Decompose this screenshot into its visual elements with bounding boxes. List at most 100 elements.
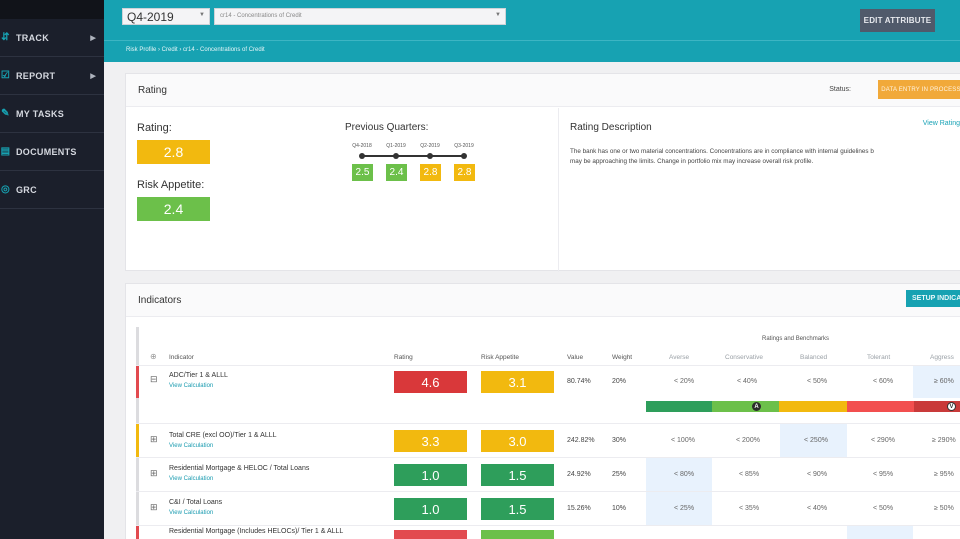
averse-cell: < 100% xyxy=(671,437,695,444)
grc-icon: ◎ xyxy=(0,184,11,195)
sidebar-item-track[interactable]: ⇵ TRACK ▶ xyxy=(0,19,104,57)
weight-cell: 10% xyxy=(612,505,627,512)
value-cell: 15.26% xyxy=(567,505,591,512)
column-header-aggressive: Aggress xyxy=(930,354,954,361)
track-icon: ⇵ xyxy=(1,32,10,43)
view-calculation-link[interactable]: View Calculation xyxy=(169,510,214,516)
timeline-dot xyxy=(461,153,467,159)
indicators-panel-header: Indicators SETUP INDICA xyxy=(126,284,960,317)
sidebar-item-label: MY TASKS xyxy=(16,108,65,119)
cell-highlight xyxy=(646,492,712,526)
setup-indicators-button[interactable]: SETUP INDICA xyxy=(906,290,960,307)
weight-cell: 30% xyxy=(612,437,627,444)
appetite-marker-icon: A xyxy=(752,402,761,411)
panel-title: Indicators xyxy=(138,294,182,306)
sidebar-item-documents[interactable]: ▤ DOCUMENTS xyxy=(0,133,104,171)
indicator-name: Residential Mortgage (Includes HELOCs)/ … xyxy=(169,528,344,535)
sidebar-item-report[interactable]: ☑ REPORT ▶ xyxy=(0,57,104,95)
chevron-right-icon: ▶ xyxy=(90,72,96,80)
averse-cell: < 20% xyxy=(674,378,695,385)
timeline-line xyxy=(362,155,464,157)
averse-cell: < 25% xyxy=(674,505,695,512)
indicator-name: C&I / Total Loans xyxy=(169,499,223,506)
value-cell: 242.82% xyxy=(567,437,595,444)
description-line: may be approaching the limits. Change in… xyxy=(570,158,814,165)
row-status-bar xyxy=(136,424,139,457)
description-line: The bank has one or two material concent… xyxy=(570,148,874,155)
attribute-select[interactable]: cr14 - Concentrations of Credit ▼ xyxy=(214,8,506,25)
expand-icon[interactable]: ⊞ xyxy=(150,434,158,444)
rating-badge: 2.8 xyxy=(137,140,210,164)
sidebar-item-grc[interactable]: ◎ GRC xyxy=(0,171,104,209)
panel-divider xyxy=(558,108,559,272)
status-badge: DATA ENTRY IN PROCESS xyxy=(878,80,960,99)
balanced-cell: < 90% xyxy=(807,471,828,478)
report-icon: ☑ xyxy=(0,70,11,81)
panel-title: Rating xyxy=(138,84,167,96)
rating-panel-header: Rating Status: DATA ENTRY IN PROCESS xyxy=(126,74,960,107)
value-cell: 80.74% xyxy=(567,378,591,385)
expand-all-icon[interactable]: ⊕ xyxy=(150,352,157,361)
column-header-balanced: Balanced xyxy=(800,354,828,361)
expand-icon[interactable]: ⊞ xyxy=(150,468,158,478)
quarter-label: Q4-2018 xyxy=(352,143,372,149)
view-calculation-link[interactable]: View Calculation xyxy=(169,443,214,449)
quarter-rating-badge: 2.4 xyxy=(386,164,407,181)
table-row: ⊟ ADC/Tier 1 & ALLL View Calculation 4.6… xyxy=(136,365,960,423)
aggressive-cell: ≥ 60% xyxy=(934,378,954,385)
balanced-cell: < 40% xyxy=(807,505,828,512)
rating-description-text: The bank has one or two material concent… xyxy=(570,147,960,167)
sidebar-item-label: REPORT xyxy=(16,70,56,81)
header-divider xyxy=(104,40,960,41)
breadcrumb[interactable]: Risk Profile › Credit › cr14 - Concentra… xyxy=(126,47,265,53)
view-calculation-link[interactable]: View Calculation xyxy=(169,383,214,389)
weight-cell: 20% xyxy=(612,378,627,385)
rating-badge: 3.3 xyxy=(394,430,467,452)
view-rating-link[interactable]: View Rating xyxy=(922,120,960,127)
sidebar-item-label: DOCUMENTS xyxy=(16,146,77,157)
rating-badge: 4.6 xyxy=(394,371,467,393)
column-header-weight: Weight xyxy=(612,354,633,361)
table-row: ⊞ Total CRE (excl OO)/Tier 1 & ALLL View… xyxy=(136,423,960,458)
sidebar-item-my-tasks[interactable]: ✎ MY TASKS xyxy=(0,95,104,133)
rating-badge xyxy=(394,530,467,539)
column-header-risk-appetite: Risk Appetite xyxy=(481,354,519,361)
column-header-tolerant: Tolerant xyxy=(867,354,891,361)
balanced-cell: < 250% xyxy=(804,437,828,444)
appetite-badge: 1.5 xyxy=(481,498,554,520)
table-row: ⊞ Residential Mortgage & HELOC / Total L… xyxy=(136,457,960,492)
column-header-value: Value xyxy=(567,354,584,361)
table-row: Residential Mortgage (Includes HELOCs)/ … xyxy=(136,525,960,539)
quarter-select-value: Q4-2019 xyxy=(127,10,174,24)
cell-highlight xyxy=(646,458,712,492)
rating-label: Rating: xyxy=(137,122,172,134)
risk-appetite-badge: 2.4 xyxy=(137,197,210,221)
quarter-select[interactable]: Q4-2019 ▼ xyxy=(122,8,210,25)
main-content: Rating Status: DATA ENTRY IN PROCESS Rat… xyxy=(104,62,960,539)
quarter-label: Q2-2019 xyxy=(420,143,440,149)
expand-icon[interactable]: ⊞ xyxy=(150,502,158,512)
ratings-benchmarks-header: Ratings and Benchmarks xyxy=(762,336,830,342)
attribute-select-value: cr14 - Concentrations of Credit xyxy=(220,13,302,19)
tolerant-cell: < 50% xyxy=(873,505,894,512)
collapse-icon[interactable]: ⊟ xyxy=(150,374,158,384)
appetite-badge: 3.0 xyxy=(481,430,554,452)
scale-segment-aggressive xyxy=(914,401,960,412)
weight-cell: 25% xyxy=(612,471,627,478)
cell-highlight xyxy=(780,424,847,458)
rating-badge: 1.0 xyxy=(394,464,467,486)
sidebar: ⇵ TRACK ▶ ☑ REPORT ▶ ✎ MY TASKS ▤ DOCUME… xyxy=(0,0,104,539)
indicators-table: Ratings and Benchmarks ⊕ Indicator Ratin… xyxy=(136,327,960,539)
documents-icon: ▤ xyxy=(0,146,11,157)
timeline-dot xyxy=(427,153,433,159)
quarter-rating-badge: 2.8 xyxy=(420,164,441,181)
value-cell: 24.92% xyxy=(567,471,591,478)
cell-highlight xyxy=(847,526,913,539)
view-calculation-link[interactable]: View Calculation xyxy=(169,476,214,482)
edit-attribute-button[interactable]: EDIT ATTRIBUTE xyxy=(860,9,935,32)
aggressive-cell: ≥ 95% xyxy=(934,471,954,478)
aggressive-cell: ≥ 290% xyxy=(932,437,956,444)
sidebar-item-label: TRACK xyxy=(16,32,49,43)
quarter-rating-badge: 2.8 xyxy=(454,164,475,181)
quarter-label: Q3-2019 xyxy=(454,143,474,149)
